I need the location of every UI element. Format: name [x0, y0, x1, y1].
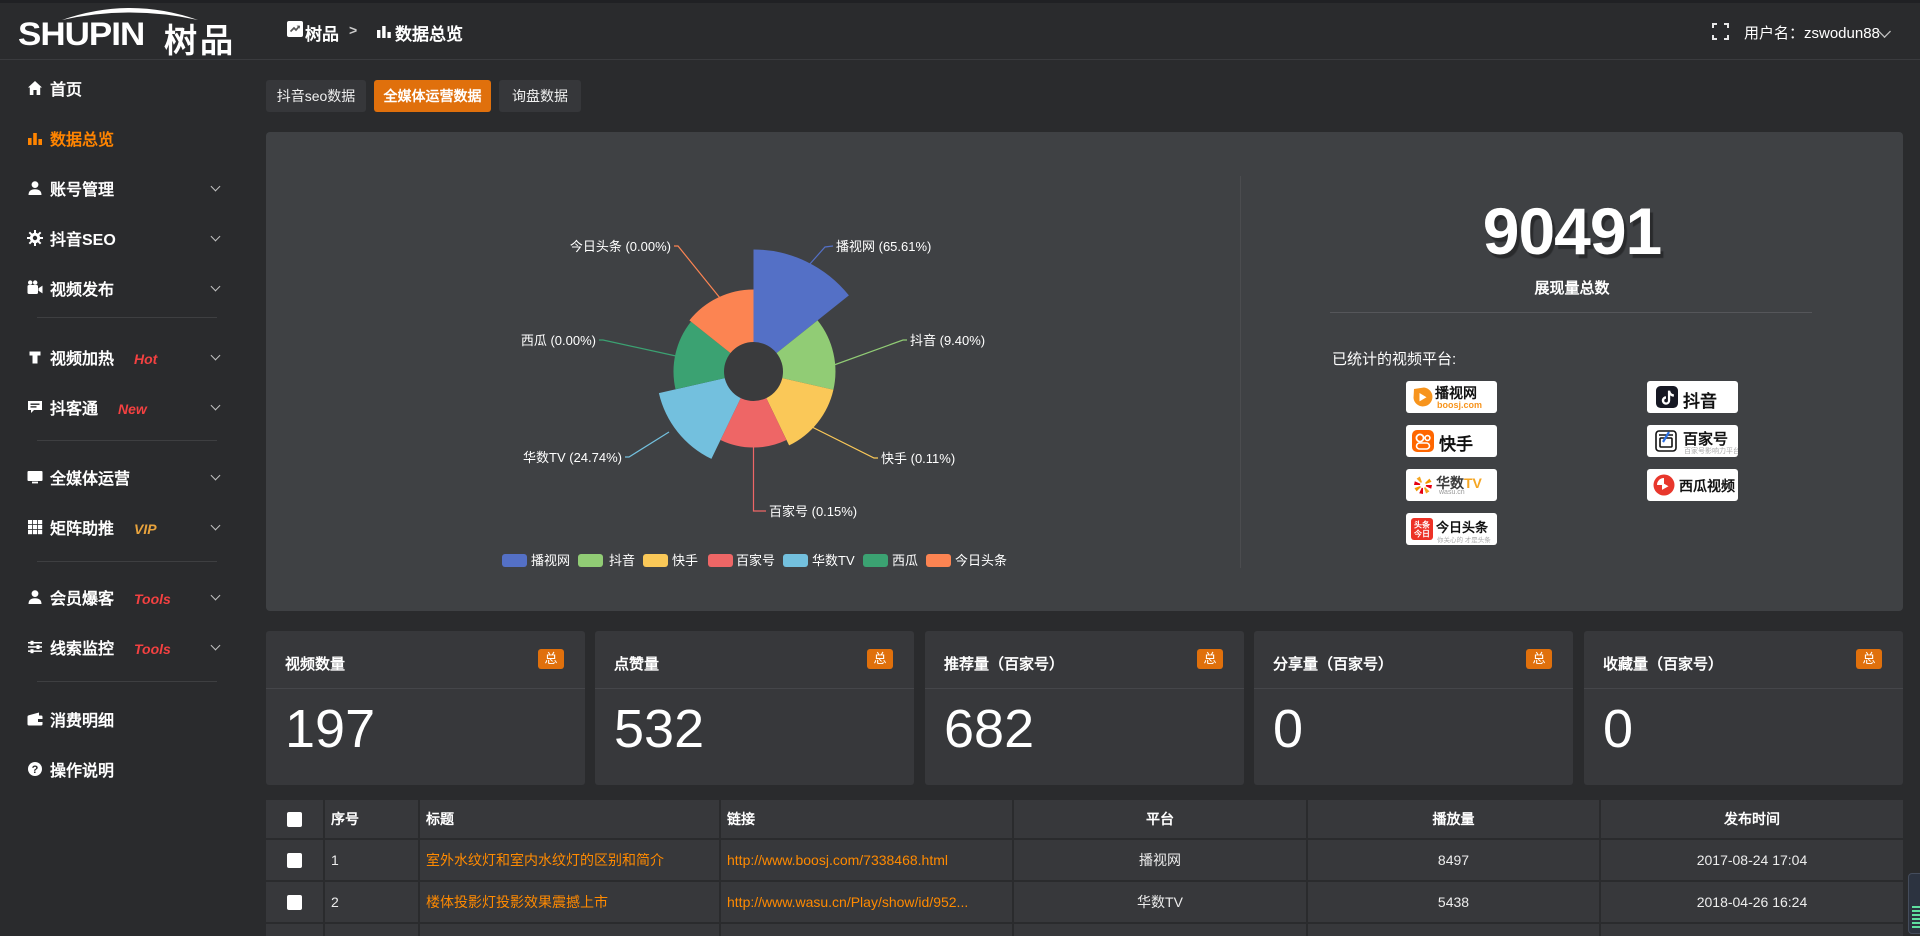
- svg-text:今日: 今日: [1413, 529, 1430, 539]
- svg-text:今日头条 (0.00%): 今日头条 (0.00%): [570, 239, 671, 254]
- svg-text:头条: 头条: [1414, 520, 1431, 530]
- svg-text:?: ?: [32, 764, 39, 776]
- svg-text:华数TV (24.74%): 华数TV (24.74%): [523, 450, 622, 465]
- svg-text:百家号 (0.15%): 百家号 (0.15%): [769, 504, 857, 519]
- svg-text:抖音 (9.40%): 抖音 (9.40%): [910, 333, 985, 348]
- svg-text:快手 (0.11%): 快手 (0.11%): [881, 451, 955, 466]
- svg-text:西瓜 (0.00%): 西瓜 (0.00%): [521, 333, 596, 348]
- svg-text:播视网 (65.61%): 播视网 (65.61%): [836, 239, 931, 254]
